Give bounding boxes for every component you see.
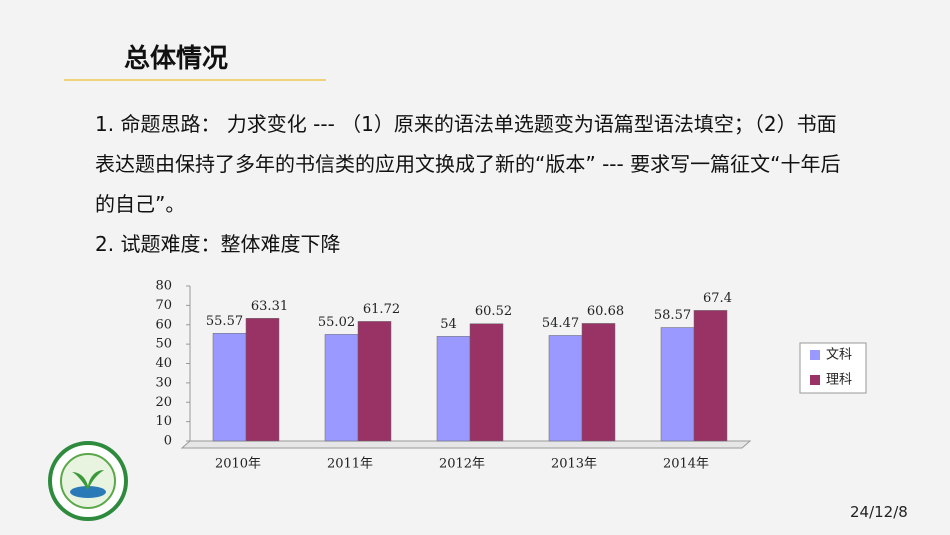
y-tick-label: 70: [155, 298, 172, 313]
data-label: 55.57: [206, 314, 243, 329]
bar: [357, 321, 392, 442]
legend-swatch: [810, 350, 820, 360]
x-tick-label: 2014年: [663, 457, 709, 472]
bar: [245, 318, 280, 442]
logo: [48, 441, 128, 521]
bar: [469, 323, 504, 442]
x-tick-label: 2013年: [551, 457, 597, 472]
bar: [693, 310, 728, 442]
x-tick-label: 2011年: [327, 457, 373, 472]
body-text: 1. 命题思路： 力求变化 --- （1）原来的语法单选题变为语篇型语法填空；（…: [95, 104, 855, 264]
data-label: 67.4: [703, 291, 732, 306]
bar: [581, 323, 616, 442]
item: 2. 试题难度：整体难度下降: [95, 232, 341, 256]
data-label: 60.52: [475, 304, 512, 319]
y-tick-label: 40: [155, 356, 172, 371]
data-label: 54.47: [542, 316, 579, 331]
item: 1. 命题思路： 力求变化 --- （1）原来的语法单选题变为语篇型语法填空；（…: [95, 112, 841, 216]
y-tick-label: 30: [155, 375, 172, 390]
bar: [548, 335, 583, 442]
title-rule: [64, 79, 326, 81]
bar: [660, 327, 695, 442]
legend-swatch: [810, 375, 820, 385]
y-tick-label: 0: [164, 434, 172, 449]
legend-label: 理科: [826, 373, 852, 388]
date: 24/12/8: [850, 503, 908, 521]
y-tick-label: 80: [155, 279, 172, 294]
y-tick-label: 20: [155, 395, 172, 410]
data-label: 61.72: [363, 302, 400, 317]
data-label: 54: [440, 317, 457, 332]
bar: [324, 334, 359, 442]
legend-label: 文科: [826, 348, 852, 363]
y-tick-label: 50: [155, 337, 172, 352]
y-tick-label: 60: [155, 317, 172, 332]
data-label: 55.02: [318, 315, 355, 330]
slide-title: 总体情况: [124, 44, 229, 74]
y-tick-label: 10: [155, 414, 172, 429]
x-tick-label: 2010年: [215, 457, 261, 472]
data-label: 63.31: [251, 299, 288, 314]
plot-floor: [180, 440, 752, 449]
x-tick-label: 2012年: [439, 457, 485, 472]
data-label: 60.68: [587, 304, 624, 319]
data-label: 58.57: [654, 308, 691, 323]
bar: [212, 333, 247, 442]
bar: [436, 336, 471, 442]
